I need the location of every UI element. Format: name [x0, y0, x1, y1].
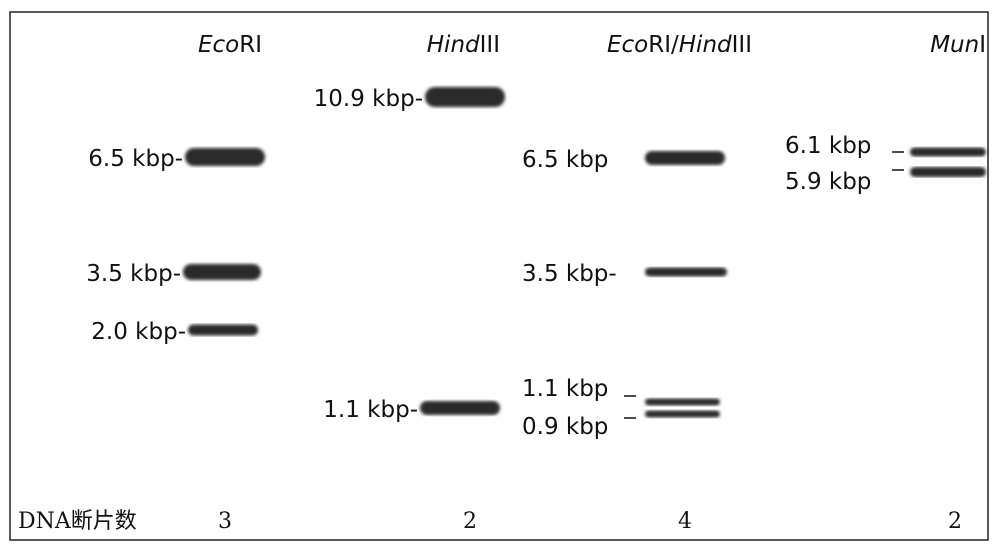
header-part: III	[480, 32, 500, 58]
band	[910, 148, 986, 157]
band	[645, 411, 720, 418]
header-part: Eco	[198, 32, 239, 58]
band	[645, 268, 727, 277]
gel-diagram: EcoRI6.5 kbp-3.5 kbp-2.0 kbp-3HindIII10.…	[0, 0, 998, 549]
band	[425, 87, 505, 107]
band-label: 0.9 kbp	[522, 414, 608, 440]
band-label: 3.5 kbp-	[86, 261, 181, 287]
header-part: RI/	[648, 32, 679, 58]
band-label: 6.5 kbp	[522, 147, 608, 173]
band-label: 6.5 kbp-	[88, 146, 183, 172]
band-label: 5.9 kbp	[785, 169, 871, 195]
band	[183, 264, 261, 280]
band-label: 2.0 kbp-	[91, 319, 186, 345]
fragment-count: 2	[463, 509, 477, 534]
header-part: Eco	[607, 32, 648, 58]
band	[188, 325, 258, 336]
band	[910, 167, 986, 177]
lane-header: EcoRI/HindIII	[607, 32, 752, 58]
band-label: 10.9 kbp-	[314, 86, 423, 112]
header-part: Mun	[930, 32, 979, 58]
lane-header: EcoRI	[198, 32, 262, 58]
band-label: 3.5 kbp-	[522, 261, 617, 287]
header-part: III	[732, 32, 752, 58]
header-part: RI	[239, 32, 262, 58]
header-part: I	[979, 32, 986, 58]
lane-header: HindIII	[427, 32, 500, 58]
band	[645, 399, 720, 406]
page: {"lanes": [ {"header": [{"text": "Eco", …	[0, 0, 998, 549]
fragment-count: 2	[948, 509, 962, 534]
header-part: Hind	[679, 32, 732, 58]
band	[185, 148, 265, 166]
footer-label: DNA断片数	[18, 509, 137, 534]
header-part: Hind	[427, 32, 480, 58]
band-label: 6.1 kbp	[785, 133, 871, 159]
band-label: 1.1 kbp-	[323, 397, 418, 423]
band	[645, 151, 725, 165]
band-label: 1.1 kbp	[522, 376, 608, 402]
band	[420, 401, 500, 415]
fragment-count: 4	[678, 509, 692, 534]
lane-header: MunI	[930, 32, 986, 58]
fragment-count: 3	[218, 509, 232, 534]
